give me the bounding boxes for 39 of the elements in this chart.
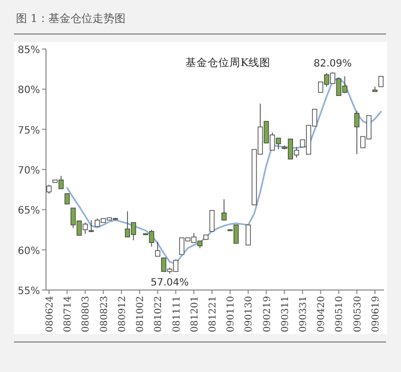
annotation: 82.09%	[314, 58, 352, 70]
y-tick-label: 55%	[18, 286, 40, 297]
candlestick	[246, 224, 251, 246]
x-tick-label: 080714	[62, 296, 74, 332]
y-tick-label: 80%	[18, 85, 40, 96]
x-tick-label: 090130	[244, 296, 255, 332]
y-tick-label: 65%	[18, 206, 40, 217]
x-tick-label: 081022	[153, 296, 164, 332]
x-tick-label: 090311	[280, 296, 291, 332]
x-tick-label: 090420	[316, 296, 328, 332]
candlestick	[222, 198, 227, 221]
x-tick-label: 090331	[298, 296, 310, 332]
candlestick	[155, 241, 160, 257]
candlestick	[64, 193, 70, 204]
chart-title: 图 1：基金仓位走势图	[16, 12, 126, 25]
x-tick-label: 090530	[352, 296, 364, 332]
candlestick	[354, 110, 360, 155]
text: 基金仓位周K线图	[186, 56, 270, 69]
x-tick-label: 080803	[80, 296, 92, 332]
candlestick	[378, 76, 384, 88]
line-series	[66, 77, 382, 264]
x-tick-label: 080823	[98, 296, 110, 332]
x-tick-label: 090110	[226, 296, 237, 332]
x-tick-label: 090510	[334, 296, 346, 332]
x-tick-label: 080624	[44, 296, 56, 332]
y-tick-label: 60%	[18, 246, 40, 257]
y-tick-label: 85%	[18, 45, 40, 56]
y-tick-label: 70%	[18, 166, 40, 176]
x-tick-label: 080912	[116, 296, 128, 332]
annotation: 57.04%	[150, 278, 189, 289]
y-tick-label: 75%	[18, 125, 40, 136]
x-tick-label: 081221	[207, 296, 218, 332]
x-tick-label: 081111	[171, 296, 182, 332]
x-tick-label: 090219	[262, 296, 273, 332]
candlestick	[88, 220, 94, 233]
x-tick-label: 090619	[370, 296, 382, 332]
x-tick-label: 081002	[135, 296, 146, 332]
candlestick	[209, 210, 215, 232]
x-tick-label: 081201	[189, 296, 200, 332]
